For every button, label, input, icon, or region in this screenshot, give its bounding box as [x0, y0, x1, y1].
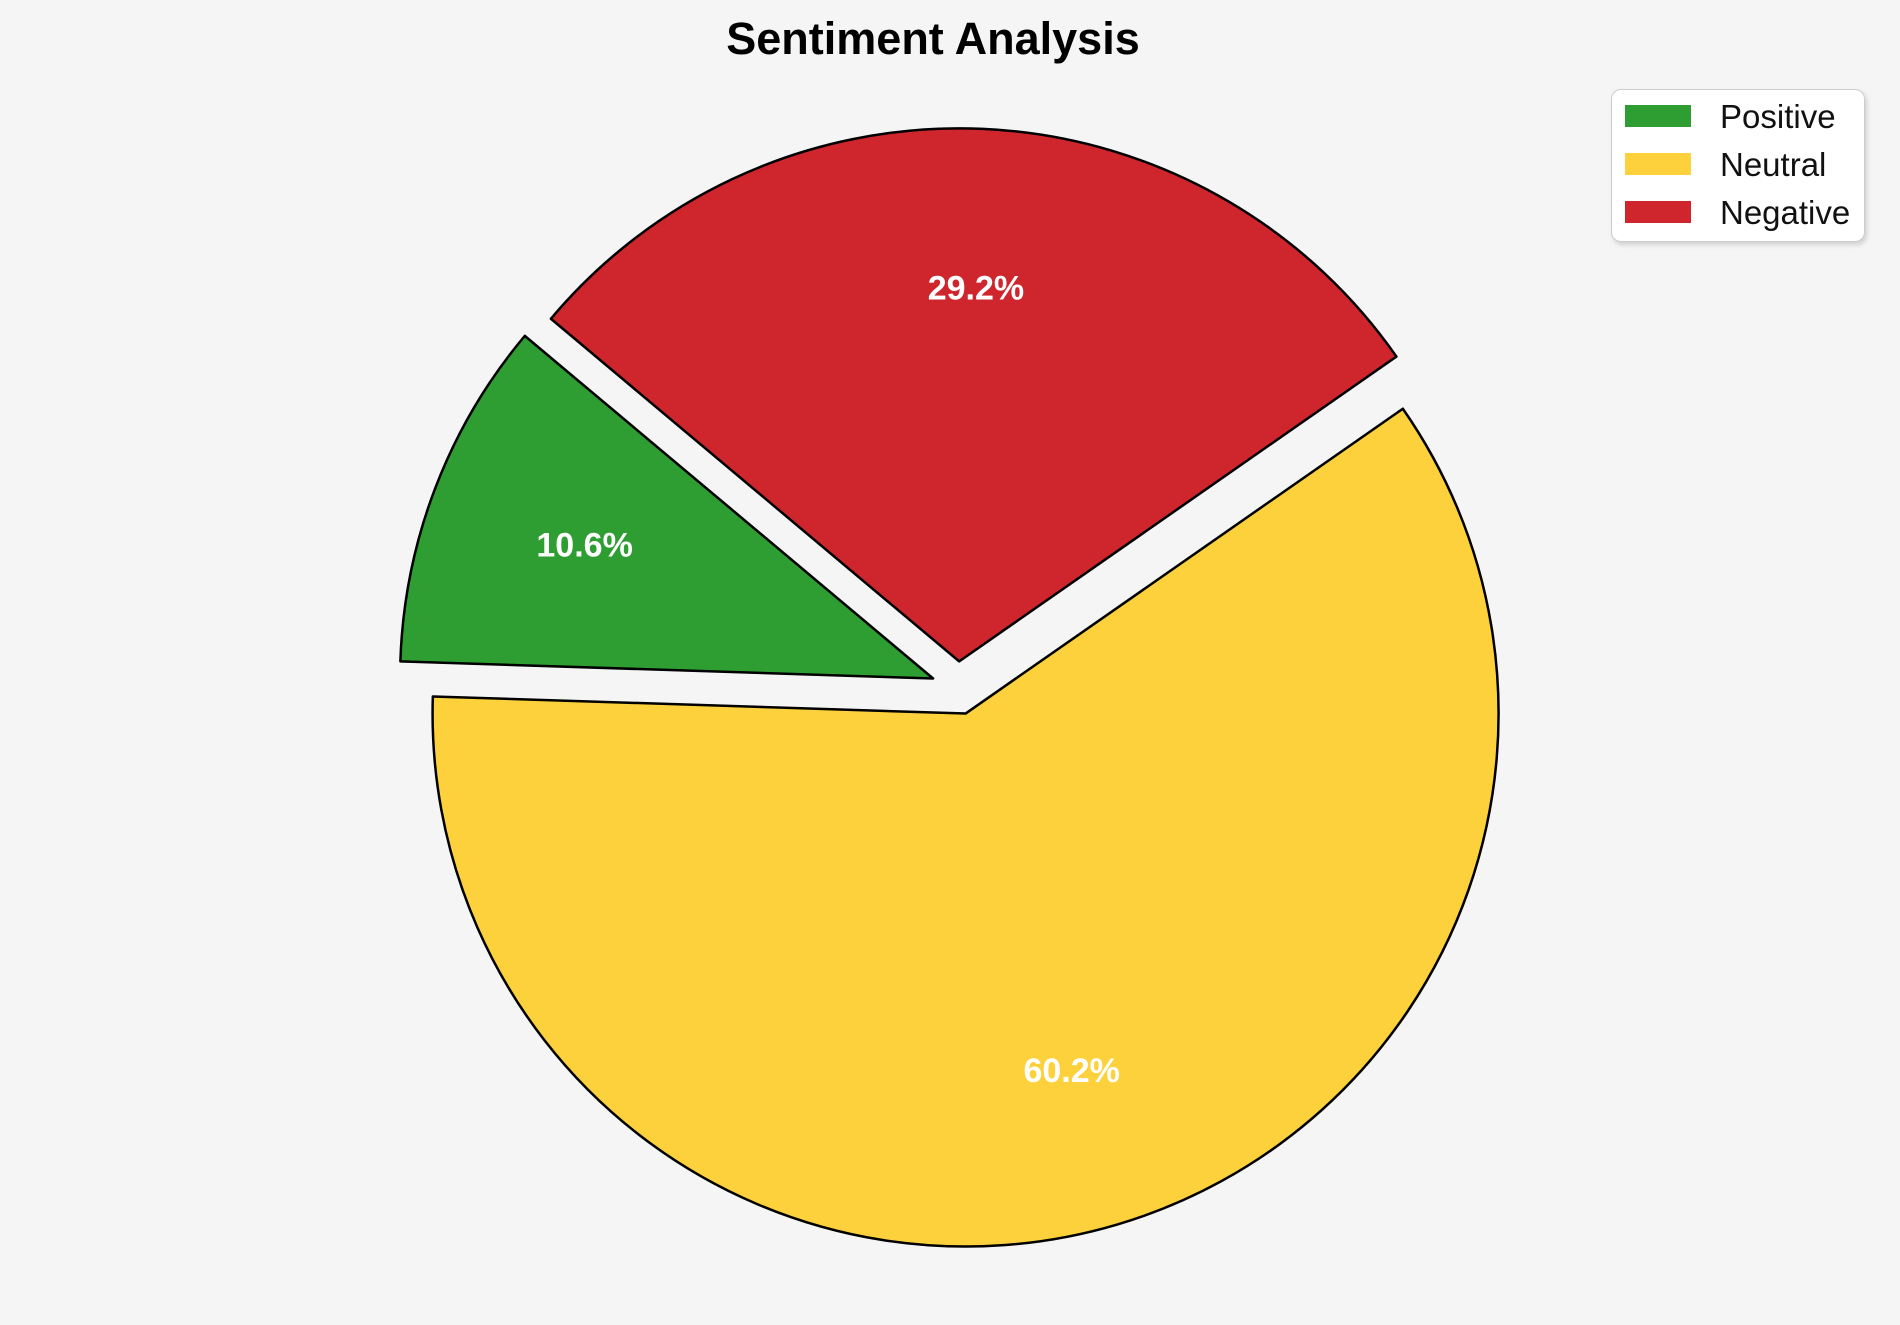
slice-label-positive: 10.6% — [536, 526, 632, 564]
slice-label-negative: 29.2% — [928, 270, 1024, 308]
legend-swatch-negative — [1625, 201, 1691, 223]
legend-label-negative: Negative — [1720, 193, 1851, 231]
legend-item-negative: Negative — [1612, 188, 1864, 236]
legend-swatch-positive — [1625, 105, 1691, 127]
legend-label-neutral: Neutral — [1720, 145, 1827, 183]
pie-slice-positive — [399, 334, 935, 680]
pie-slice-neutral — [431, 407, 1500, 1248]
pie-slice-negative — [549, 127, 1398, 663]
chart-title: Sentiment Analysis — [726, 13, 1140, 64]
slice-label-neutral: 60.2% — [1023, 1052, 1119, 1090]
legend-label-positive: Positive — [1720, 97, 1836, 135]
legend-item-neutral: Neutral — [1612, 140, 1864, 188]
legend-swatch-neutral — [1625, 153, 1691, 175]
legend: Positive Neutral Negative — [1611, 89, 1865, 242]
legend-item-positive: Positive — [1612, 92, 1864, 140]
